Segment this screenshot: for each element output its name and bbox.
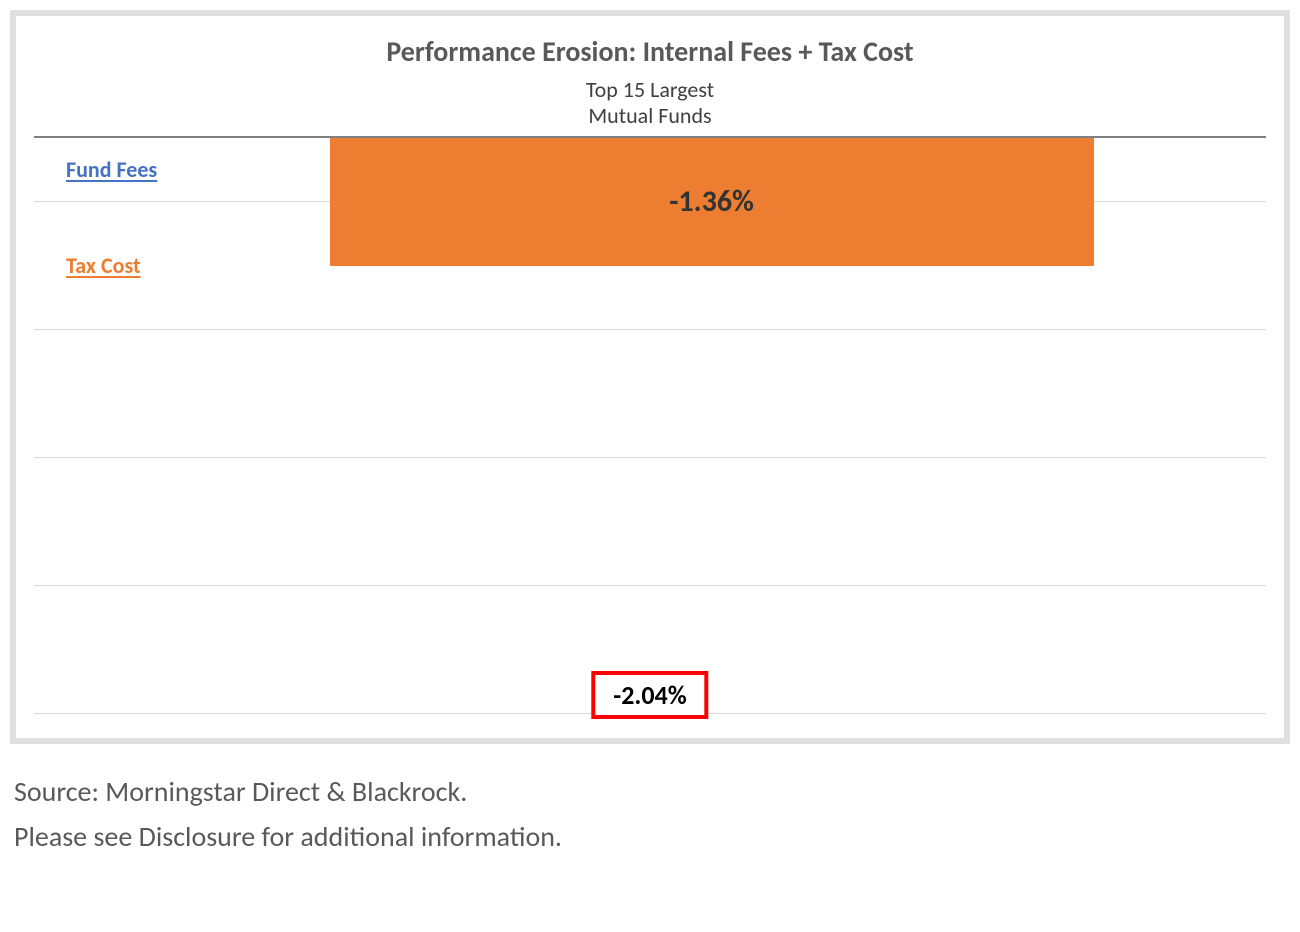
- grid-row-spacer-2: [34, 458, 1266, 586]
- chart-frame: Performance Erosion: Internal Fees + Tax…: [10, 10, 1290, 744]
- grid-row-spacer-1: [34, 330, 1266, 458]
- chart-subtitle: Top 15 Largest Mutual Funds: [34, 77, 1266, 130]
- subtitle-line1: Top 15 Largest: [586, 76, 714, 103]
- total-value-box: -2.04%: [591, 671, 708, 719]
- bar-tax-cost: -1.36%: [330, 138, 1094, 266]
- chart-area: -0.68% Fund Fees -1.36% Tax Cost -2.04%: [34, 136, 1266, 714]
- chart-title: Performance Erosion: Internal Fees + Tax…: [34, 34, 1266, 69]
- label-tax-cost: Tax Cost: [34, 252, 141, 279]
- chart-row-total: -2.04%: [34, 586, 1266, 714]
- footer-disclosure: Please see Disclosure for additional inf…: [14, 815, 1290, 860]
- footer-source: Source: Morningstar Direct & Blackrock.: [14, 770, 1290, 815]
- footer-text: Source: Morningstar Direct & Blackrock. …: [10, 770, 1290, 860]
- subtitle-line2: Mutual Funds: [588, 102, 711, 129]
- label-fund-fees: Fund Fees: [34, 156, 157, 183]
- chart-row-tax-cost: -1.36% Tax Cost: [34, 202, 1266, 330]
